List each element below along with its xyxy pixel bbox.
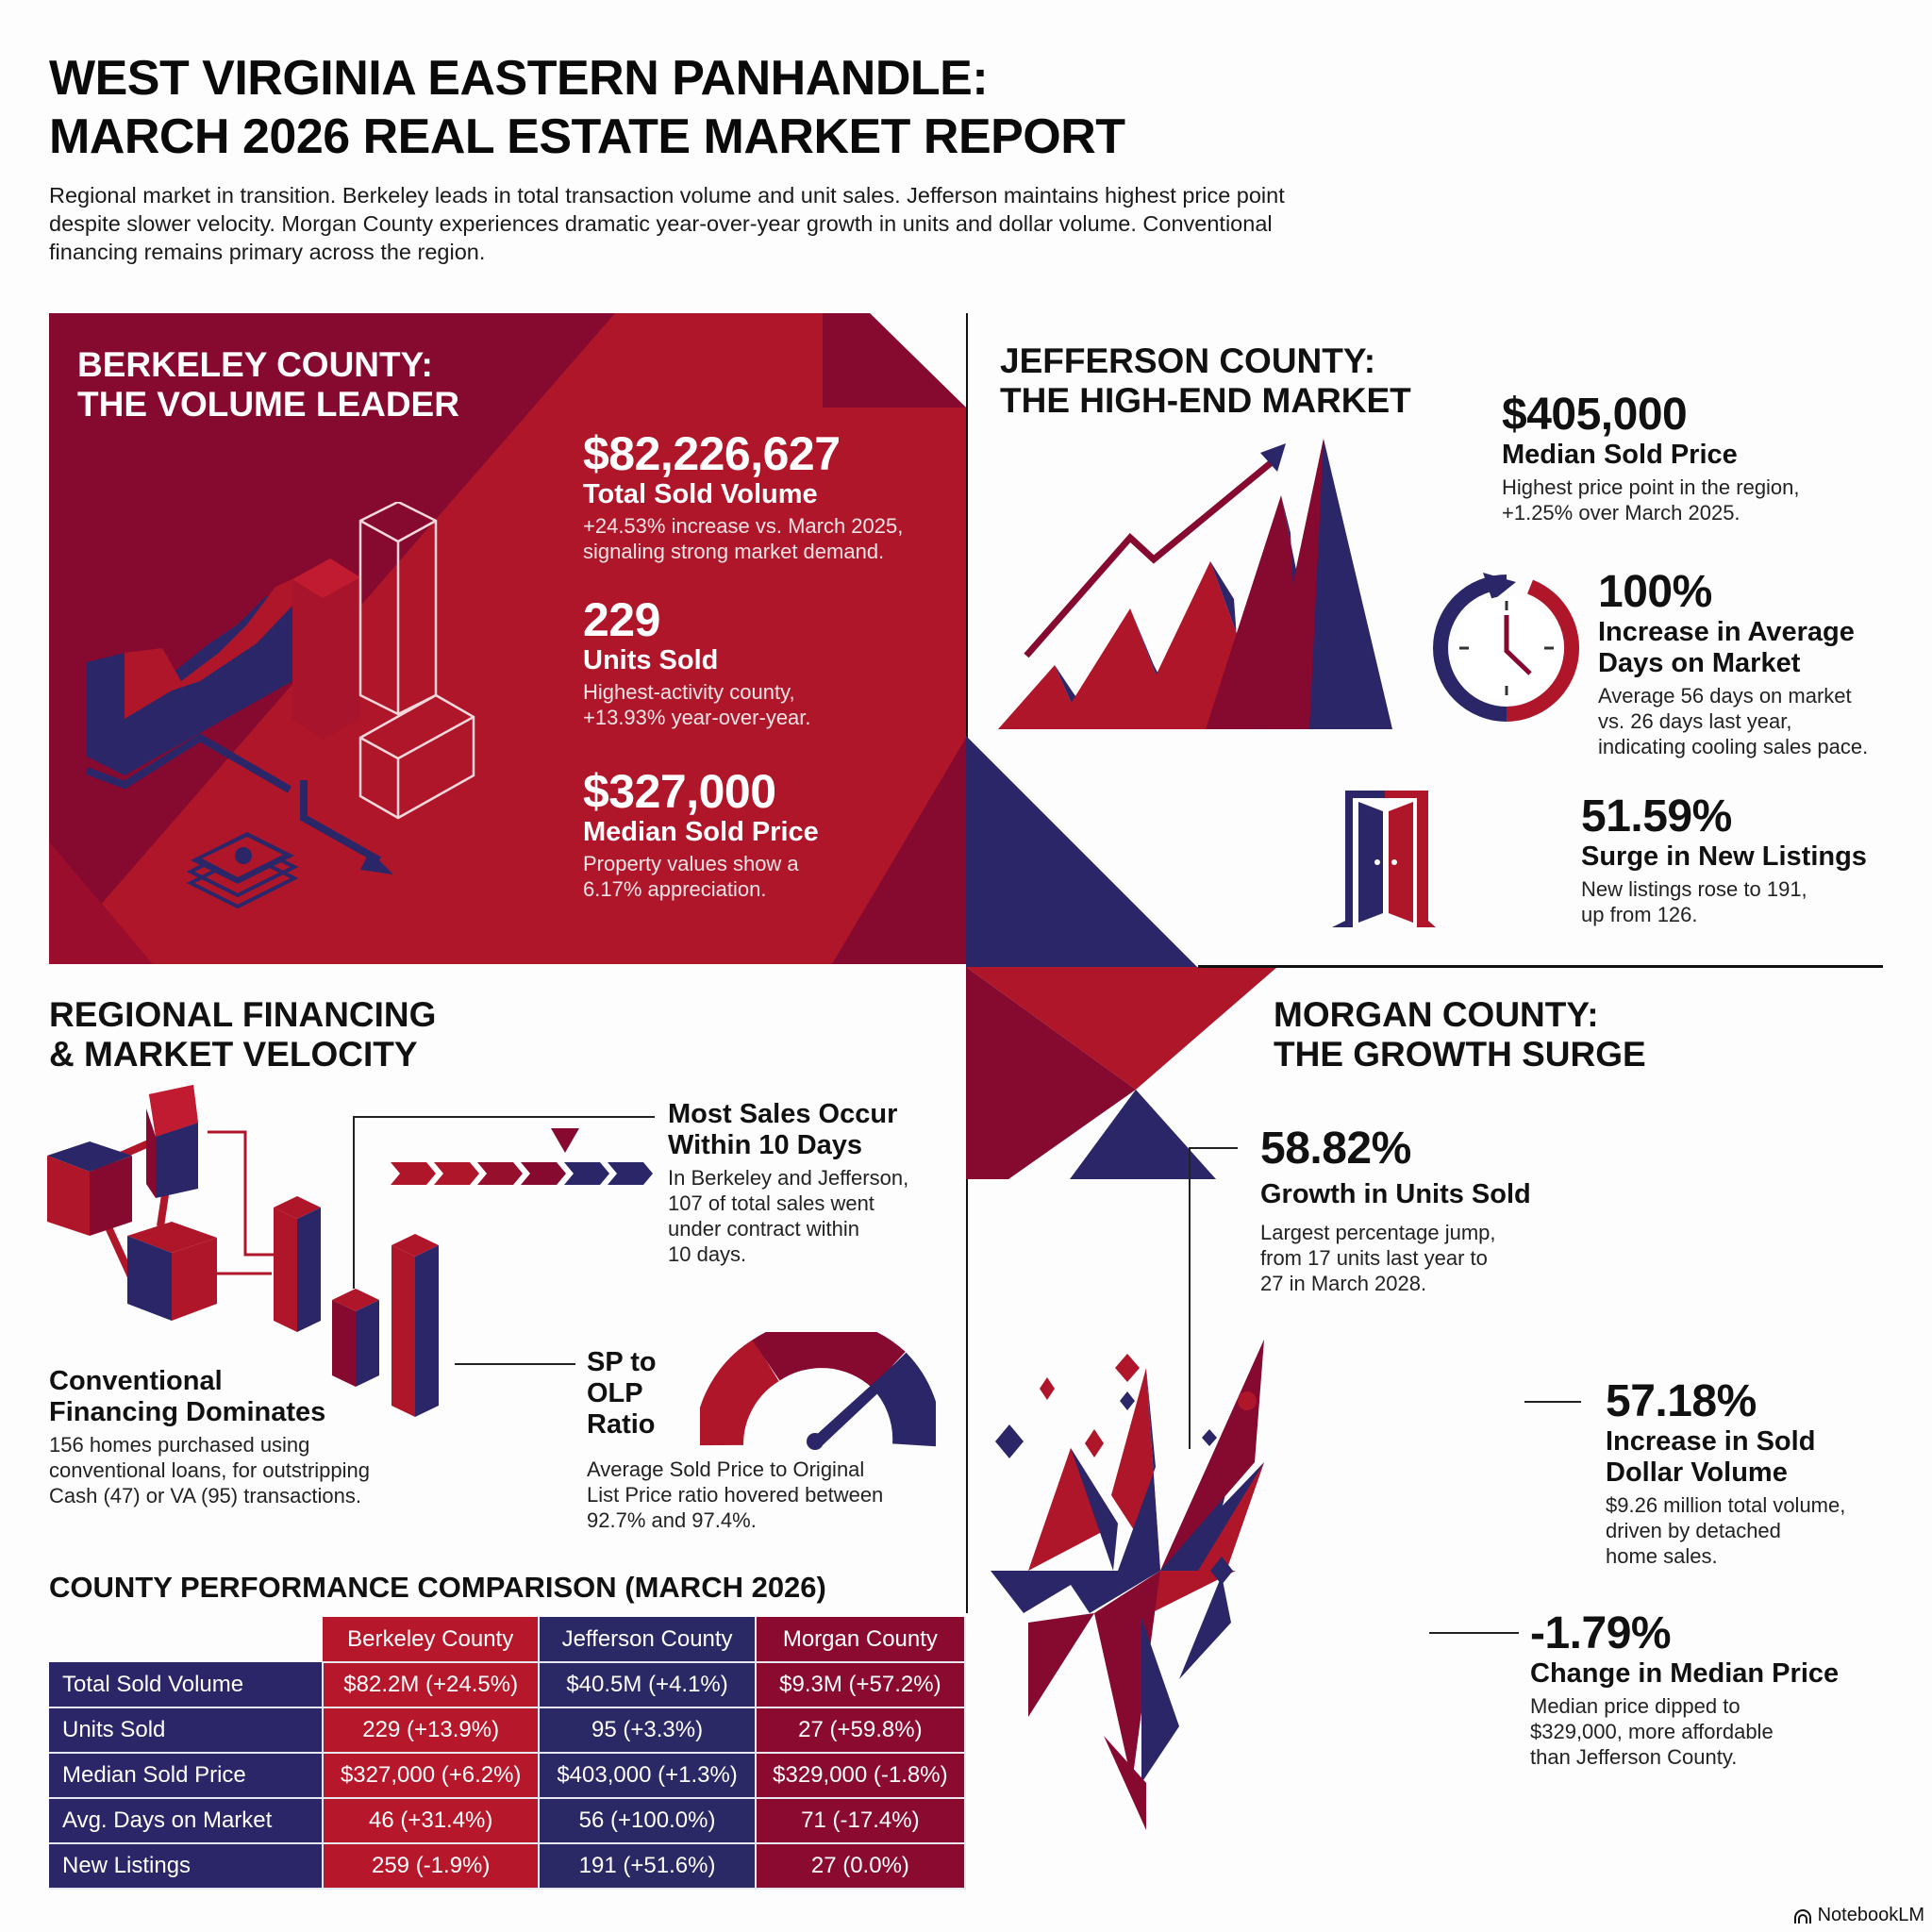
financing-cubes-network-icon	[47, 1085, 439, 1417]
jefferson-rising-peaks-chart-icon	[998, 439, 1392, 729]
connector-line	[1189, 1147, 1238, 1149]
berkeley-growth-illustration-icon	[87, 502, 475, 909]
table-row: Avg. Days on Market 46 (+31.4%) 56 (+100…	[49, 1798, 967, 1844]
county-comparison-table: Berkeley County Jefferson County Morgan …	[49, 1617, 967, 1890]
jefferson-days-on-market-stat: 100% Increase in Average Days on Market A…	[1598, 567, 1869, 759]
connector-line	[1524, 1401, 1581, 1403]
report-summary: Regional market in transition. Berkeley …	[49, 183, 1285, 264]
berkeley-total-volume-stat: $82,226,627 Total Sold Volume +24.53% in…	[583, 427, 904, 563]
morgan-units-growth-stat: 58.82% Growth in Units Sold Largest perc…	[1260, 1124, 1531, 1296]
connector-line	[1429, 1632, 1519, 1634]
morgan-heading: MORGAN COUNTY: THE GROWTH SURGE	[1274, 995, 1646, 1074]
financing-heading: REGIONAL FINANCING & MARKET VELOCITY	[49, 995, 437, 1074]
connector-line	[353, 1116, 655, 1118]
notebooklm-logo: NotebookLM	[1793, 1905, 1924, 1926]
column-header-berkeley: Berkeley County	[323, 1617, 541, 1663]
connector-line	[353, 1116, 355, 1289]
berkeley-panel: BERKELEY COUNTY: THE VOLUME LEADER $82,2…	[49, 313, 966, 964]
berkeley-heading: BERKELEY COUNTY: THE VOLUME LEADER	[77, 345, 459, 424]
horizontal-divider	[1198, 965, 1883, 968]
comparison-table-title: COUNTY PERFORMANCE COMPARISON (MARCH 202…	[49, 1571, 826, 1604]
table-row: New Listings 259 (-1.9%) 191 (+51.6%) 27…	[49, 1843, 967, 1890]
morgan-median-price-stat: -1.79% Change in Median Price Median pri…	[1530, 1608, 1840, 1770]
column-header-jefferson: Jefferson County	[539, 1617, 757, 1663]
table-row: Total Sold Volume $82.2M (+24.5%) $40.5M…	[49, 1662, 967, 1708]
vertical-divider	[966, 313, 968, 974]
sp-olp-description: Average Sold Price to Original List Price…	[587, 1457, 884, 1532]
jefferson-median-price-stat: $405,000 Median Sold Price Highest price…	[1502, 390, 1800, 525]
connector-line	[1189, 1147, 1191, 1449]
conventional-financing-stat: Conventional Financing Dominates 156 home…	[49, 1366, 370, 1507]
connector-line	[455, 1363, 575, 1365]
jefferson-heading: JEFFERSON COUNTY: THE HIGH-END MARKET	[1000, 341, 1411, 420]
sp-olp-ratio-stat: SP to OLP Ratio	[587, 1347, 657, 1440]
gauge-icon	[700, 1332, 936, 1450]
morgan-dollar-volume-stat: 57.18% Increase in Sold Dollar Volume $9.…	[1606, 1376, 1846, 1569]
title-line-1: WEST VIRGINIA EASTERN PANHANDLE:	[49, 51, 989, 106]
morgan-starburst-icon	[991, 1340, 1264, 1830]
table-row: Median Sold Price $327,000 (+6.2%) $403,…	[49, 1753, 967, 1799]
table-row: Units Sold 229 (+13.9%) 95 (+3.3%) 27 (+…	[49, 1707, 967, 1754]
berkeley-units-sold-stat: 229 Units Sold Highest-activity county, +…	[583, 593, 811, 729]
notebooklm-logo-icon	[1793, 1908, 1811, 1924]
title-line-2: MARCH 2026 REAL ESTATE MARKET REPORT	[49, 109, 1125, 164]
jefferson-new-listings-stat: 51.59% Surge in New Listings New listing…	[1581, 791, 1867, 927]
clock-icon	[1433, 573, 1580, 722]
column-header-morgan: Morgan County	[755, 1617, 967, 1663]
berkeley-median-price-stat: $327,000 Median Sold Price Property valu…	[583, 765, 819, 901]
open-door-icon	[1332, 791, 1436, 927]
page-title: WEST VIRGINIA EASTERN PANHANDLE: MARCH 2…	[49, 49, 1125, 166]
center-geometric-shapes-icon	[966, 736, 1277, 1179]
vertical-divider-lower	[966, 1179, 968, 1613]
velocity-chevrons-icon	[391, 1128, 653, 1185]
velocity-stat: Most Sales Occur Within 10 Days In Berkel…	[668, 1099, 909, 1266]
